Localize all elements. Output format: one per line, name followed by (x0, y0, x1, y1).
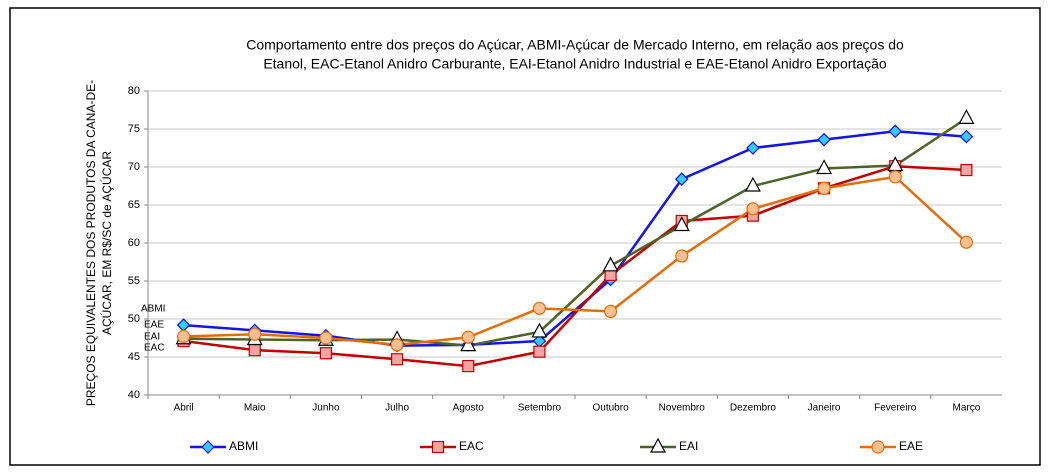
marker (746, 141, 760, 155)
x-tick-label: Fevereiro (874, 403, 917, 414)
marker (603, 304, 618, 318)
legend-label: EAE (899, 439, 923, 453)
series-line (183, 164, 967, 368)
marker (673, 216, 690, 232)
x-tick-label: Janeiro (808, 403, 841, 414)
y-tick-label: 45 (128, 351, 140, 363)
x-tick-label: Dezembro (730, 403, 777, 414)
marker (319, 331, 333, 345)
marker (746, 202, 760, 216)
marker (602, 256, 619, 272)
marker (959, 235, 974, 249)
marker (462, 360, 475, 373)
x-tick-label: Julho (385, 403, 409, 414)
marker (817, 181, 831, 195)
series-annotation: EAE (144, 320, 164, 331)
marker (817, 132, 831, 147)
y-tick-label: 60 (128, 237, 140, 249)
x-tick-label: Outubro (593, 403, 630, 414)
marker (744, 176, 761, 192)
y-label: PREÇOS EQUIVALENTES DOS PRODUTOS DA CANA… (84, 80, 98, 406)
marker (390, 338, 404, 352)
marker (958, 109, 975, 124)
marker (319, 347, 333, 360)
x-tick-label: Novembro (659, 403, 706, 414)
x-tick-label: Setembro (518, 403, 562, 414)
chart-border (9, 7, 1041, 466)
legend-marker (649, 437, 667, 453)
y-tick-label: 80 (128, 85, 140, 97)
marker (960, 163, 973, 177)
marker (461, 330, 475, 344)
marker (888, 124, 903, 139)
legend-label: ABMI (229, 439, 258, 453)
y-tick-label: 70 (128, 161, 140, 173)
series-annotation: EAI (144, 332, 160, 343)
marker (675, 249, 689, 263)
y-tick-label: 50 (128, 313, 140, 325)
marker (248, 344, 261, 357)
y-tick-label: 55 (128, 275, 140, 287)
y-tick-label: 75 (128, 123, 140, 135)
series-line (183, 117, 968, 347)
y-tick-label: 40 (128, 389, 140, 401)
y-axis-title: PREÇOS EQUIVALENTES DOS PRODUTOS DA CANA… (84, 80, 114, 406)
x-tick-label: Abril (174, 403, 194, 414)
chart-title: Comportamento entre dos preços do Açúcar… (246, 37, 904, 53)
chart-title: Etanol, EAC-Etanol Anidro Carburante, EA… (263, 56, 887, 72)
marker (533, 345, 546, 358)
x-tick-label: Junho (312, 403, 340, 414)
y-label: AÇÚCAR, EM R$/SC de AÇÚCAR (99, 151, 114, 335)
series-line (183, 175, 968, 347)
marker (532, 301, 547, 315)
legend-label: EAI (679, 439, 698, 453)
legend-label: EAC (459, 439, 484, 453)
marker (531, 322, 548, 338)
marker (816, 159, 833, 175)
x-tick-label: Maio (244, 403, 266, 414)
marker (390, 353, 404, 366)
series-annotation: EAC (144, 343, 165, 354)
marker (888, 170, 902, 184)
legend-marker (201, 440, 215, 454)
marker (674, 172, 689, 187)
x-tick-label: Março (953, 403, 981, 414)
marker (460, 336, 477, 352)
legend-marker (871, 440, 885, 454)
legend-marker (431, 440, 445, 454)
marker (248, 327, 262, 341)
y-tick-label: 65 (128, 199, 140, 211)
marker (176, 329, 191, 344)
series-annotation: ABMI (141, 304, 165, 315)
marker (959, 129, 974, 144)
x-tick-label: Agosto (453, 403, 485, 414)
